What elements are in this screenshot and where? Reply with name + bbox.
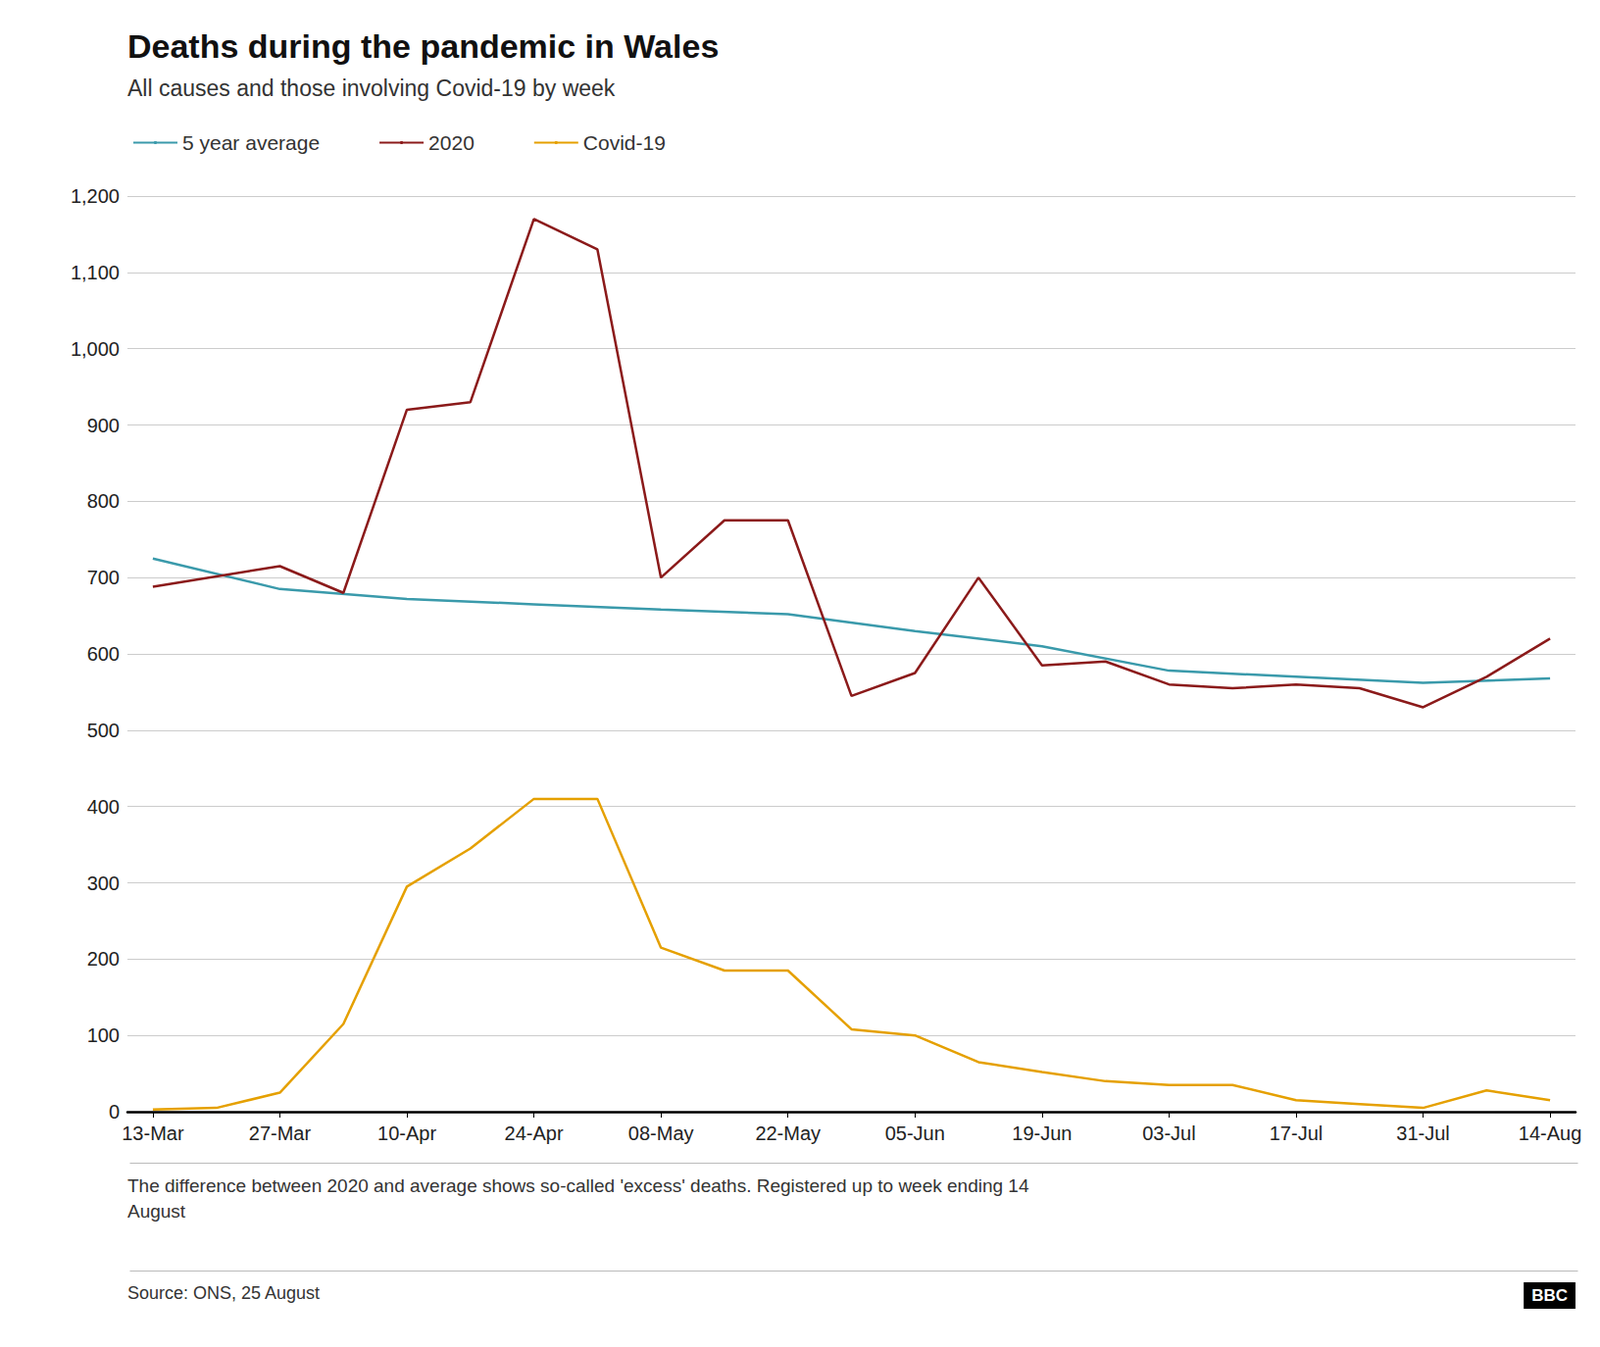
svg-text:All causes and those involving: All causes and those involving Covid-19 … [127, 75, 616, 101]
svg-text:Source: ONS, 25 August: Source: ONS, 25 August [127, 1283, 320, 1303]
svg-text:13-Mar: 13-Mar [121, 1122, 185, 1145]
svg-text:500: 500 [87, 719, 120, 742]
svg-text:BBC: BBC [1531, 1286, 1568, 1305]
svg-text:700: 700 [87, 566, 120, 589]
svg-text:The difference between 2020 an: The difference between 2020 and average … [127, 1175, 1030, 1197]
svg-text:900: 900 [87, 414, 120, 437]
svg-text:08-May: 08-May [628, 1122, 695, 1145]
svg-text:2020: 2020 [428, 131, 475, 154]
svg-text:14-Aug: 14-Aug [1518, 1122, 1583, 1145]
svg-text:1,200: 1,200 [70, 185, 120, 207]
svg-text:19-Jun: 19-Jun [1011, 1122, 1072, 1145]
svg-text:05-Jun: 05-Jun [885, 1122, 946, 1145]
svg-text:03-Jul: 03-Jul [1142, 1122, 1196, 1145]
svg-text:600: 600 [87, 643, 120, 665]
svg-text:1,100: 1,100 [70, 261, 120, 284]
svg-text:17-Jul: 17-Jul [1269, 1122, 1323, 1145]
svg-text:August: August [127, 1200, 187, 1222]
svg-text:200: 200 [87, 948, 120, 970]
svg-text:400: 400 [87, 796, 120, 818]
svg-text:27-Mar: 27-Mar [249, 1122, 312, 1145]
svg-text:300: 300 [87, 872, 120, 895]
svg-text:5 year average: 5 year average [182, 131, 320, 154]
svg-text:10-Apr: 10-Apr [377, 1122, 437, 1145]
svg-text:24-Apr: 24-Apr [504, 1122, 564, 1145]
svg-text:31-Jul: 31-Jul [1396, 1122, 1450, 1145]
svg-text:Covid-19: Covid-19 [583, 131, 666, 154]
svg-text:22-May: 22-May [754, 1122, 821, 1145]
svg-text:Deaths during the pandemic in: Deaths during the pandemic in Wales [127, 27, 719, 65]
svg-text:0: 0 [108, 1100, 120, 1123]
svg-text:800: 800 [87, 490, 120, 512]
svg-text:1,000: 1,000 [70, 338, 120, 360]
svg-text:100: 100 [87, 1024, 120, 1047]
